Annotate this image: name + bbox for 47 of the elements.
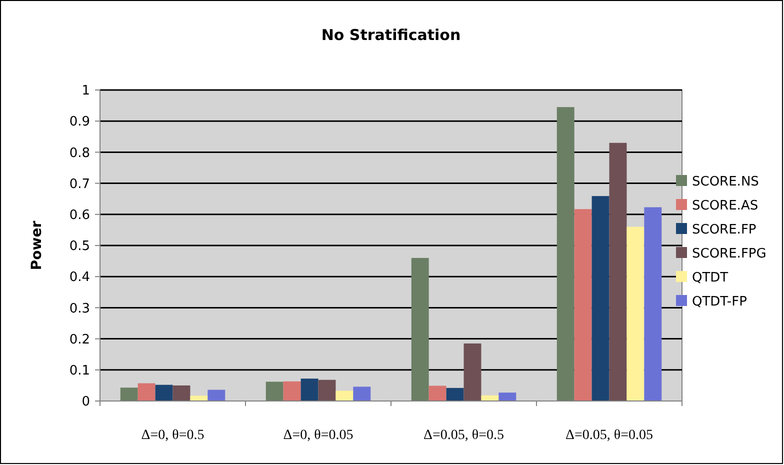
legend-label: QTDT-FP xyxy=(692,294,748,310)
y-tick-label: 0.2 xyxy=(69,332,90,348)
bar xyxy=(208,390,226,401)
bar xyxy=(481,395,499,401)
legend-label: SCORE.NS xyxy=(692,174,759,190)
y-tick-label: 1 xyxy=(82,84,90,99)
legend-label: SCORE.FPG xyxy=(692,246,766,262)
bar xyxy=(592,196,610,401)
bar xyxy=(300,378,318,401)
y-axis-title: Power xyxy=(29,220,45,270)
bar xyxy=(626,226,644,401)
legend-label: SCORE.FP xyxy=(692,222,756,238)
bar xyxy=(336,390,354,401)
bar xyxy=(353,386,371,401)
bar xyxy=(498,392,516,401)
bar xyxy=(411,258,429,401)
x-tick-label: Δ=0, θ=0.05 xyxy=(283,428,354,443)
bar xyxy=(138,383,156,401)
bar xyxy=(120,388,138,401)
bar xyxy=(428,386,446,401)
x-tick-label: Δ=0.05, θ=0.5 xyxy=(424,428,504,443)
x-tick-label: Δ=0.05, θ=0.05 xyxy=(566,428,653,443)
x-tick-label: Δ=0, θ=0.5 xyxy=(141,428,204,443)
y-tick-label: 0.5 xyxy=(69,239,90,254)
y-tick-label: 0 xyxy=(82,394,90,410)
bar xyxy=(556,107,574,401)
y-tick-label: 0.9 xyxy=(69,114,90,130)
y-tick-label: 0.3 xyxy=(69,301,90,316)
bar xyxy=(464,343,482,401)
bar xyxy=(574,209,592,401)
y-tick-label: 0.8 xyxy=(69,146,90,161)
bar xyxy=(644,207,662,401)
bar xyxy=(190,396,208,401)
chart-title: No Stratification xyxy=(321,26,461,44)
y-tick-label: 0.6 xyxy=(69,208,90,223)
y-tick-label: 0.1 xyxy=(69,363,90,378)
bar xyxy=(446,388,464,401)
y-tick-label: 0.7 xyxy=(69,176,90,192)
bar xyxy=(609,142,627,401)
legend-label: QTDT xyxy=(692,270,728,286)
bar xyxy=(318,380,336,401)
y-tick-label: 0.4 xyxy=(69,270,90,286)
bar xyxy=(283,381,301,401)
bar xyxy=(172,385,190,401)
bar xyxy=(266,382,284,401)
bar xyxy=(155,384,173,401)
legend-label: SCORE.AS xyxy=(692,198,758,214)
